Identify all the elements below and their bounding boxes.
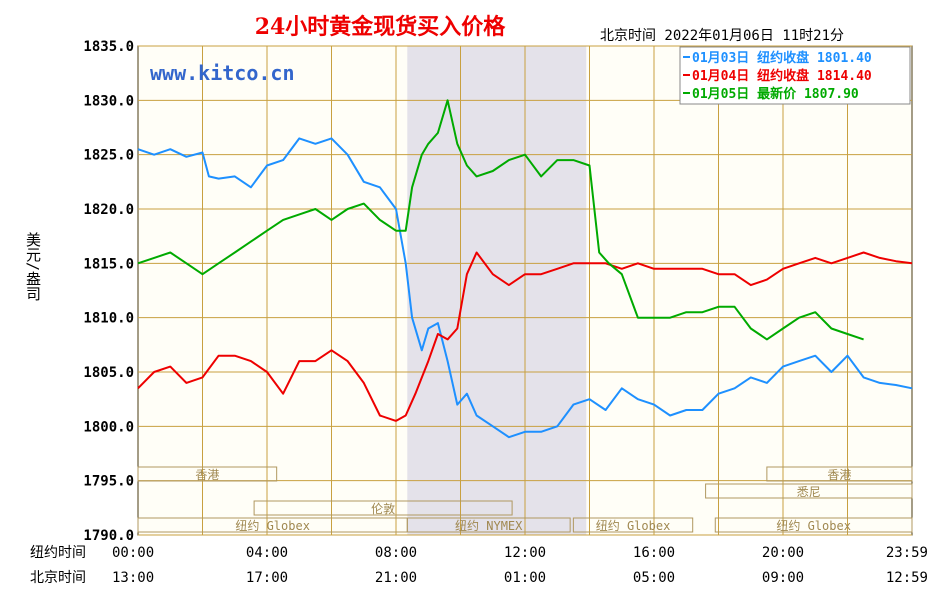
market-session-bar	[766, 466, 913, 482]
market-session-label: 纽约 NYMEX	[455, 518, 523, 533]
market-session-label: 悉尼	[797, 485, 821, 499]
x-tick-label-bj: 01:00	[504, 570, 546, 586]
x-tick-label-bj: 09:00	[762, 570, 804, 586]
x-tick-label-ny: 23:59	[886, 545, 928, 561]
y-axis-label: 美元/盎司	[24, 232, 42, 301]
series-line-1	[137, 137, 913, 439]
market-session-bar	[406, 517, 571, 533]
x-tick-label-ny: 16:00	[633, 545, 675, 561]
y-tick-label: 1820.0	[83, 202, 134, 218]
series-line-2	[137, 251, 913, 422]
x-tick-label-bj: 05:00	[633, 570, 675, 586]
y-tick-label: 1830.0	[83, 93, 134, 109]
market-session-label: 香港	[195, 468, 219, 482]
y-tick-label: 1835.0	[83, 39, 134, 55]
y-tick-label: 1800.0	[83, 419, 134, 435]
market-session-label: 伦敦	[371, 501, 395, 516]
series-line-3	[137, 99, 864, 341]
market-session-bar	[253, 500, 513, 516]
y-tick-label: 1825.0	[83, 148, 134, 164]
market-session-bar	[572, 517, 694, 533]
x-row-label-bj: 北京时间	[30, 570, 86, 586]
legend-entry: 01月04日 纽约收盘 1814.40	[692, 68, 872, 84]
market-session-label: 纽约 Globex	[235, 518, 310, 533]
y-tick-label: 1815.0	[83, 256, 134, 272]
chart-title: 24小时黄金现货买入价格	[255, 14, 507, 40]
watermark: www.kitco.cn	[150, 61, 295, 85]
market-session-label: 香港	[827, 468, 851, 482]
x-tick-label-ny: 08:00	[375, 545, 417, 561]
x-tick-label-ny: 20:00	[762, 545, 804, 561]
chart-timestamp: 北京时间 2022年01月06日 11时21分	[600, 28, 844, 44]
x-tick-label-ny: 12:00	[504, 545, 546, 561]
x-row-label-ny: 纽约时间	[30, 545, 86, 561]
x-tick-label-bj: 17:00	[246, 570, 288, 586]
legend-entry: 01月05日 最新价 1807.90	[692, 86, 859, 102]
y-tick-label: 1805.0	[83, 365, 134, 381]
session-highlight-band	[407, 46, 587, 535]
x-tick-label-bj: 21:00	[375, 570, 417, 586]
x-tick-label-bj: 12:59	[886, 570, 928, 586]
legend-box	[679, 46, 911, 105]
market-session-label: 纽约 Globex	[596, 518, 671, 533]
market-session-label: 纽约 Globex	[776, 518, 851, 533]
y-tick-label: 1795.0	[83, 474, 134, 490]
y-tick-label: 1790.0	[83, 528, 134, 544]
x-tick-label-ny: 00:00	[112, 545, 154, 561]
x-tick-label-ny: 04:00	[246, 545, 288, 561]
market-session-bar	[137, 466, 278, 482]
market-session-bar	[705, 483, 913, 499]
y-tick-label: 1810.0	[83, 311, 134, 327]
x-tick-label-bj: 13:00	[112, 570, 154, 586]
legend-entry: 01月03日 纽约收盘 1801.40	[692, 50, 872, 66]
market-session-bar	[714, 517, 913, 533]
